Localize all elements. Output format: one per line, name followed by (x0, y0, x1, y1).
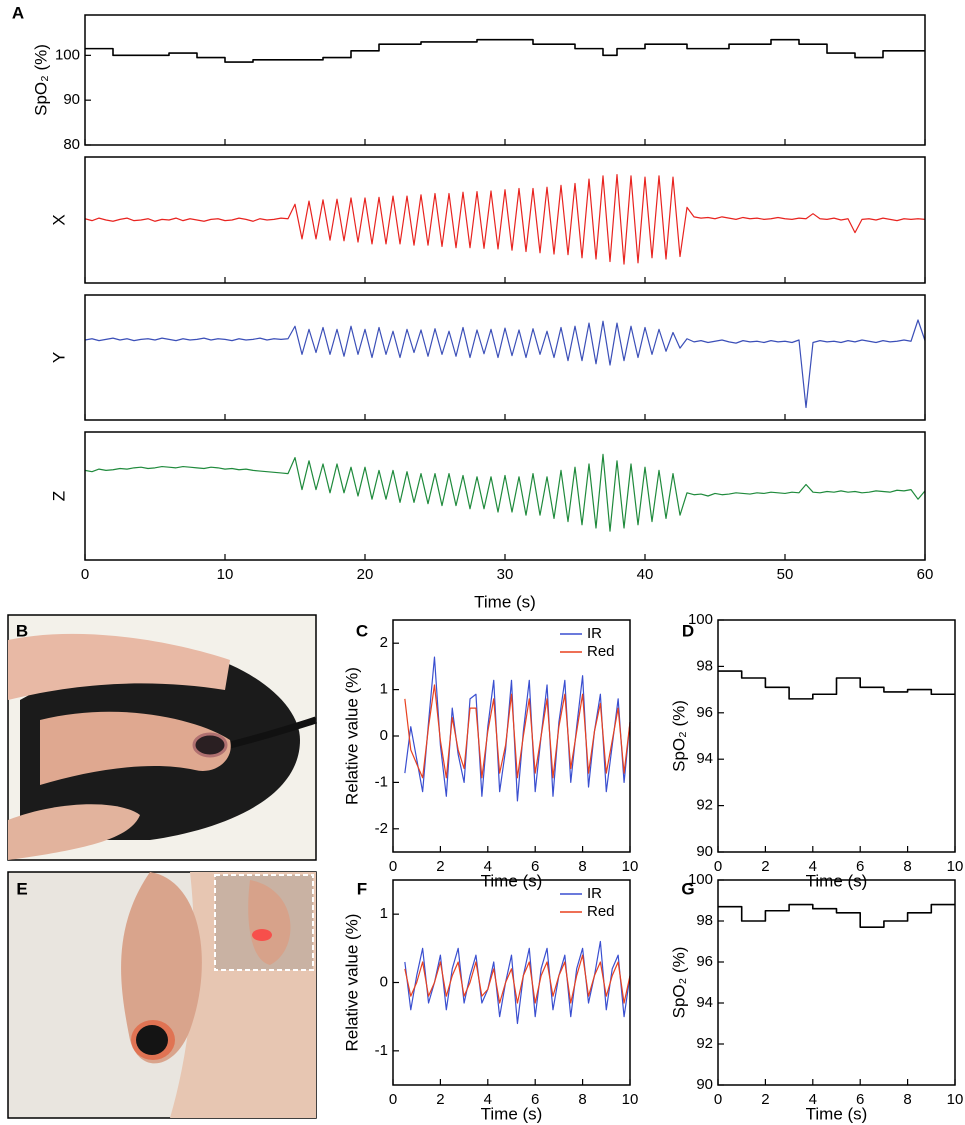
y-tick-label: -1 (375, 773, 388, 790)
plot-frame (717, 879, 956, 1086)
y-axis-label: X (49, 214, 68, 225)
data-line (84, 174, 926, 265)
x-tick-label: 0 (389, 1091, 397, 1108)
data-line (84, 453, 926, 532)
y-tick-label: 98 (696, 657, 713, 674)
data-line (404, 684, 631, 779)
x-tick-label: 2 (436, 858, 444, 875)
plot-frame (84, 294, 926, 421)
x-tick-label: 10 (622, 1091, 639, 1108)
y-tick-label: 100 (688, 611, 713, 628)
y-tick-label: 0 (380, 727, 388, 744)
y-tick-label: 98 (696, 912, 713, 929)
legend-label: Red (587, 903, 615, 920)
y-tick-label: 1 (380, 681, 388, 698)
y-tick-label: 80 (63, 136, 80, 153)
photo-e (7, 871, 317, 1119)
y-tick-label: 94 (696, 994, 713, 1011)
x-tick-label: 2 (436, 1091, 444, 1108)
x-tick-label: 6 (531, 1091, 539, 1108)
y-axis-label: Relative value (%) (342, 667, 361, 805)
y-axis-label: Z (49, 491, 68, 501)
panel-label: B (16, 621, 28, 640)
legend-label: IR (587, 625, 602, 642)
x-tick-label: 40 (637, 566, 654, 583)
x-axis-label: Time (s) (481, 1104, 543, 1123)
x-tick-label: 0 (81, 566, 89, 583)
x-tick-label: 0 (389, 858, 397, 875)
x-tick-label: 4 (809, 1091, 817, 1108)
data-line (718, 670, 955, 700)
y-tick-label: 100 (55, 46, 80, 63)
x-tick-label: 10 (947, 858, 964, 875)
data-line (85, 38, 925, 63)
x-tick-label: 0 (714, 1091, 722, 1108)
y-tick-label: 90 (63, 91, 80, 108)
x-tick-label: 6 (856, 858, 864, 875)
panel-label: C (356, 621, 368, 640)
y-tick-label: 92 (696, 1035, 713, 1052)
x-tick-label: 6 (531, 858, 539, 875)
legend-label: IR (587, 885, 602, 902)
plot-frame (84, 156, 926, 284)
y-tick-label: 2 (380, 634, 388, 651)
y-tick-label: -1 (375, 1042, 388, 1059)
y-tick-label: 96 (696, 704, 713, 721)
plot-frame (392, 879, 631, 1086)
y-tick-label: 1 (380, 905, 388, 922)
x-tick-label: 4 (809, 858, 817, 875)
y-tick-label: 100 (688, 871, 713, 888)
x-axis-label: Time (s) (474, 592, 536, 611)
x-tick-label: 10 (947, 1091, 964, 1108)
plot-frame (717, 619, 956, 853)
x-tick-label: 4 (484, 1091, 492, 1108)
x-tick-label: 8 (903, 1091, 911, 1108)
y-tick-label: 92 (696, 797, 713, 814)
data-line (404, 940, 631, 1025)
data-line (404, 656, 631, 802)
data-line (404, 954, 631, 1004)
data-line (84, 319, 926, 409)
photo-b (7, 614, 318, 861)
x-tick-label: 4 (484, 858, 492, 875)
y-tick-label: -2 (375, 820, 388, 837)
data-line (718, 903, 955, 928)
legend-label: Red (587, 643, 615, 660)
x-tick-label: 10 (622, 858, 639, 875)
y-axis-label: Relative value (%) (342, 914, 361, 1052)
y-axis-label: SpO₂ (%) (669, 700, 688, 772)
x-tick-label: 2 (761, 858, 769, 875)
y-tick-label: 90 (696, 843, 713, 860)
y-axis-label: Y (49, 352, 68, 363)
x-tick-label: 8 (578, 858, 586, 875)
x-tick-label: 0 (714, 858, 722, 875)
plot-frame (84, 431, 926, 561)
x-tick-label: 60 (917, 566, 934, 583)
y-axis-label: SpO₂ (%) (31, 44, 50, 116)
panel-label: F (357, 879, 367, 898)
panel-label: D (682, 621, 694, 640)
x-tick-label: 30 (497, 566, 514, 583)
x-tick-label: 20 (357, 566, 374, 583)
x-tick-label: 2 (761, 1091, 769, 1108)
plot-frame (84, 14, 926, 146)
x-tick-label: 6 (856, 1091, 864, 1108)
panel-label: G (681, 879, 694, 898)
plot-frame (392, 619, 631, 853)
y-tick-label: 90 (696, 1076, 713, 1093)
y-axis-label: SpO₂ (%) (669, 947, 688, 1019)
x-axis-label: Time (s) (806, 871, 868, 890)
x-axis-label: Time (s) (481, 871, 543, 890)
y-tick-label: 94 (696, 750, 713, 767)
x-tick-label: 10 (217, 566, 234, 583)
x-tick-label: 8 (578, 1091, 586, 1108)
y-tick-label: 96 (696, 953, 713, 970)
panel-label: E (16, 879, 27, 898)
x-tick-label: 50 (777, 566, 794, 583)
y-tick-label: 0 (380, 973, 388, 990)
x-axis-label: Time (s) (806, 1104, 868, 1123)
panel-label: A (12, 3, 24, 22)
x-tick-label: 8 (903, 858, 911, 875)
